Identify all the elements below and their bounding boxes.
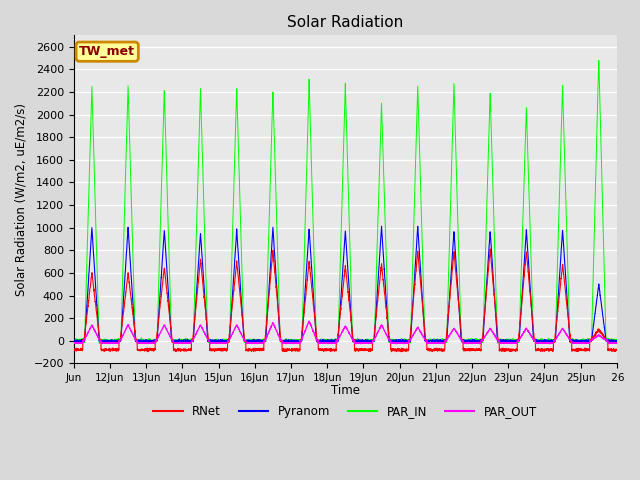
Y-axis label: Solar Radiation (W/m2, uE/m2/s): Solar Radiation (W/m2, uE/m2/s): [15, 103, 28, 296]
X-axis label: Time: Time: [331, 384, 360, 397]
Title: Solar Radiation: Solar Radiation: [287, 15, 403, 30]
Legend: RNet, Pyranom, PAR_IN, PAR_OUT: RNet, Pyranom, PAR_IN, PAR_OUT: [148, 401, 542, 423]
Text: TW_met: TW_met: [79, 45, 135, 58]
